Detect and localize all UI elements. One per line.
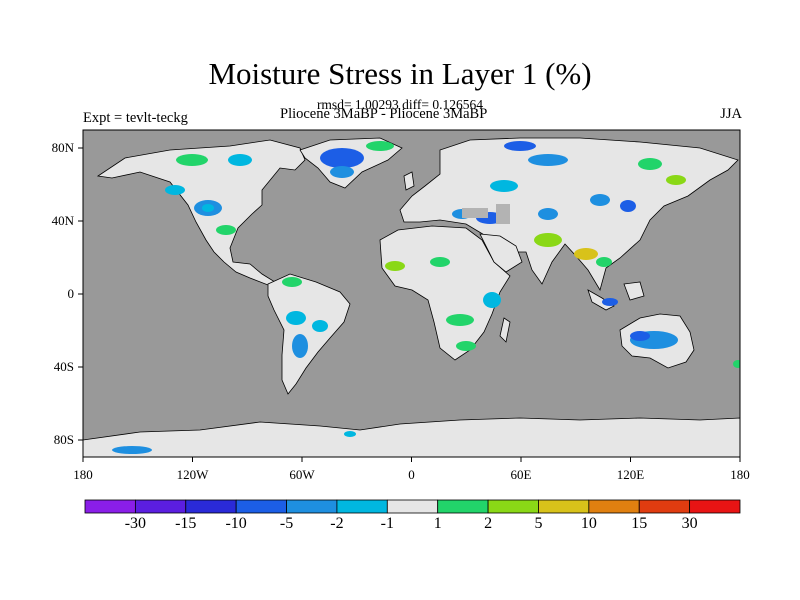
anomaly-patch [638, 158, 662, 170]
anomaly-patch [490, 180, 518, 192]
anomaly-patch [666, 175, 686, 185]
stats-text: rmsd= 1.00293 diff= 0.126564 [316, 97, 484, 112]
colorbar-label: -5 [279, 515, 294, 532]
colorbar-swatch [336, 499, 388, 514]
anomaly-patch [176, 154, 208, 166]
anomaly-patch [228, 154, 252, 166]
arabia [479, 233, 523, 273]
colorbar-label: -10 [225, 515, 247, 532]
anomaly-patch [320, 148, 364, 168]
colorbar-swatch [538, 499, 590, 514]
colorbar-label: -1 [380, 515, 394, 532]
missing-data-cell [496, 204, 510, 224]
anomaly-patch [620, 200, 636, 212]
anomaly-patch [630, 331, 650, 341]
colorbar-label: 30 [681, 515, 698, 532]
colorbar-label: 10 [580, 515, 597, 532]
anomaly-patch [733, 360, 740, 368]
anomaly-patch [590, 194, 610, 206]
anomaly-patch [504, 141, 536, 151]
anomaly-patch [330, 166, 354, 178]
anomaly-patch [312, 320, 328, 332]
lon-tick-label: 60E [511, 467, 532, 482]
lat-tick-label: 0 [68, 286, 75, 301]
british-isles [403, 171, 415, 191]
colorbar-label: 1 [433, 515, 442, 532]
anomaly-patch [165, 185, 185, 195]
colorbar-swatch [386, 499, 439, 514]
anomaly-patch [282, 277, 302, 287]
colorbar-label: -30 [124, 515, 147, 532]
anomaly-patch [430, 257, 450, 267]
lon-tick-label: 120E [617, 467, 645, 482]
lon-tick-label: 180 [73, 467, 93, 482]
lat-tick-label: 80N [52, 140, 75, 155]
lat-tick-label: 40S [54, 359, 74, 374]
missing-data-cell [462, 208, 488, 218]
anomaly-patch [483, 292, 501, 308]
anomaly-patch [528, 154, 568, 166]
lon-tick-label: 180 [730, 467, 750, 482]
colorbar-swatch [286, 499, 338, 514]
madagascar [499, 317, 511, 343]
anomaly-patch [538, 208, 558, 220]
lat-tick-label: 80S [54, 432, 74, 447]
colorbar-swatch [84, 499, 136, 514]
africa [379, 225, 511, 361]
anomaly-patch [292, 334, 308, 358]
colorbar-swatch [235, 499, 287, 514]
lat-tick-label: 40N [52, 213, 75, 228]
anomaly-patch [202, 204, 214, 212]
colorbar-label: 15 [631, 515, 648, 532]
anomaly-patch [574, 248, 598, 260]
colorbar-label: 2 [484, 515, 493, 532]
anomaly-patch [385, 261, 405, 271]
anomaly-patch [112, 446, 152, 454]
colorbar-swatch [185, 499, 237, 514]
colorbar-swatch [134, 499, 187, 514]
comparison-label: Pliocene 3MaBP - Pliocene 3MaBP [280, 106, 488, 122]
anomaly-patch [456, 341, 476, 351]
colorbar-label: 5 [534, 515, 543, 532]
anomaly-patch [534, 233, 562, 247]
map-title: Moisture Stress in Layer 1 (%) [208, 56, 592, 91]
borneo [623, 281, 645, 301]
colorbar-swatch [588, 499, 640, 514]
lon-tick-label: 0 [408, 467, 415, 482]
colorbar-label: -15 [175, 515, 197, 532]
season-label: JJA [720, 106, 742, 122]
colorbar-swatch [689, 499, 741, 514]
antarctica [83, 417, 740, 457]
lon-tick-label: 120W [177, 467, 210, 482]
anomaly-patches [112, 141, 740, 454]
tick-marks [78, 147, 741, 462]
anomaly-patch [602, 298, 618, 306]
colorbar-swatch [437, 499, 489, 514]
lon-tick-label: 60W [289, 467, 315, 482]
anomaly-patch [216, 225, 236, 235]
anomaly-patch [344, 431, 356, 437]
colorbar-swatch [487, 499, 539, 514]
colorbar-swatch [638, 499, 691, 514]
anomaly-patch [446, 314, 474, 326]
experiment-label: Expt = tevlt-teckg [83, 110, 188, 126]
anomaly-patch [596, 257, 612, 267]
south-america [267, 273, 351, 395]
anomaly-patch [366, 141, 394, 151]
anomaly-patch [286, 311, 306, 325]
colorbar-label: -2 [330, 515, 344, 532]
